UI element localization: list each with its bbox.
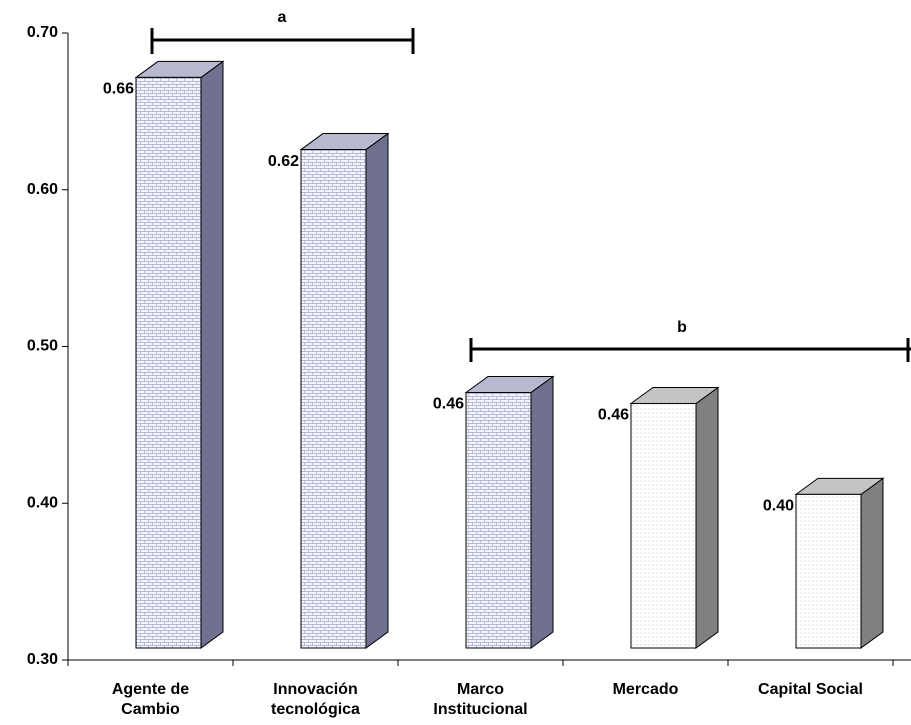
bar bbox=[630, 402, 697, 649]
value-label: 0.62 bbox=[268, 153, 299, 170]
bar-side bbox=[695, 386, 719, 649]
bar-side bbox=[860, 477, 884, 649]
value-label: 0.46 bbox=[598, 407, 629, 424]
bar bbox=[300, 149, 367, 649]
x-tick-label: Innovación tecnológica bbox=[271, 681, 360, 718]
bracket-b bbox=[469, 338, 911, 362]
bar bbox=[795, 493, 862, 649]
annotation: a bbox=[278, 9, 287, 26]
bar bbox=[135, 76, 202, 649]
value-label: 0.46 bbox=[433, 396, 464, 413]
bar-side bbox=[530, 375, 554, 649]
bar bbox=[465, 391, 532, 649]
x-tick-label: Mercado bbox=[612, 681, 679, 698]
y-tick-label: 0.50 bbox=[27, 338, 58, 355]
x-tick-label: Marco Institucional bbox=[433, 681, 528, 718]
annotation: b bbox=[677, 319, 687, 336]
y-tick-label: 0.70 bbox=[27, 24, 58, 41]
bar-side bbox=[200, 60, 224, 649]
x-tick-label: Agente de Cambio bbox=[111, 681, 190, 718]
x-tick-label: Capital Social bbox=[758, 681, 863, 698]
y-tick-label: 0.60 bbox=[27, 181, 58, 198]
y-tick-label: 0.30 bbox=[27, 651, 58, 668]
bracket-a bbox=[150, 28, 415, 54]
value-label: 0.66 bbox=[103, 81, 134, 98]
y-tick-label: 0.40 bbox=[27, 494, 58, 511]
bar-side bbox=[365, 132, 389, 649]
value-label: 0.40 bbox=[763, 498, 794, 515]
